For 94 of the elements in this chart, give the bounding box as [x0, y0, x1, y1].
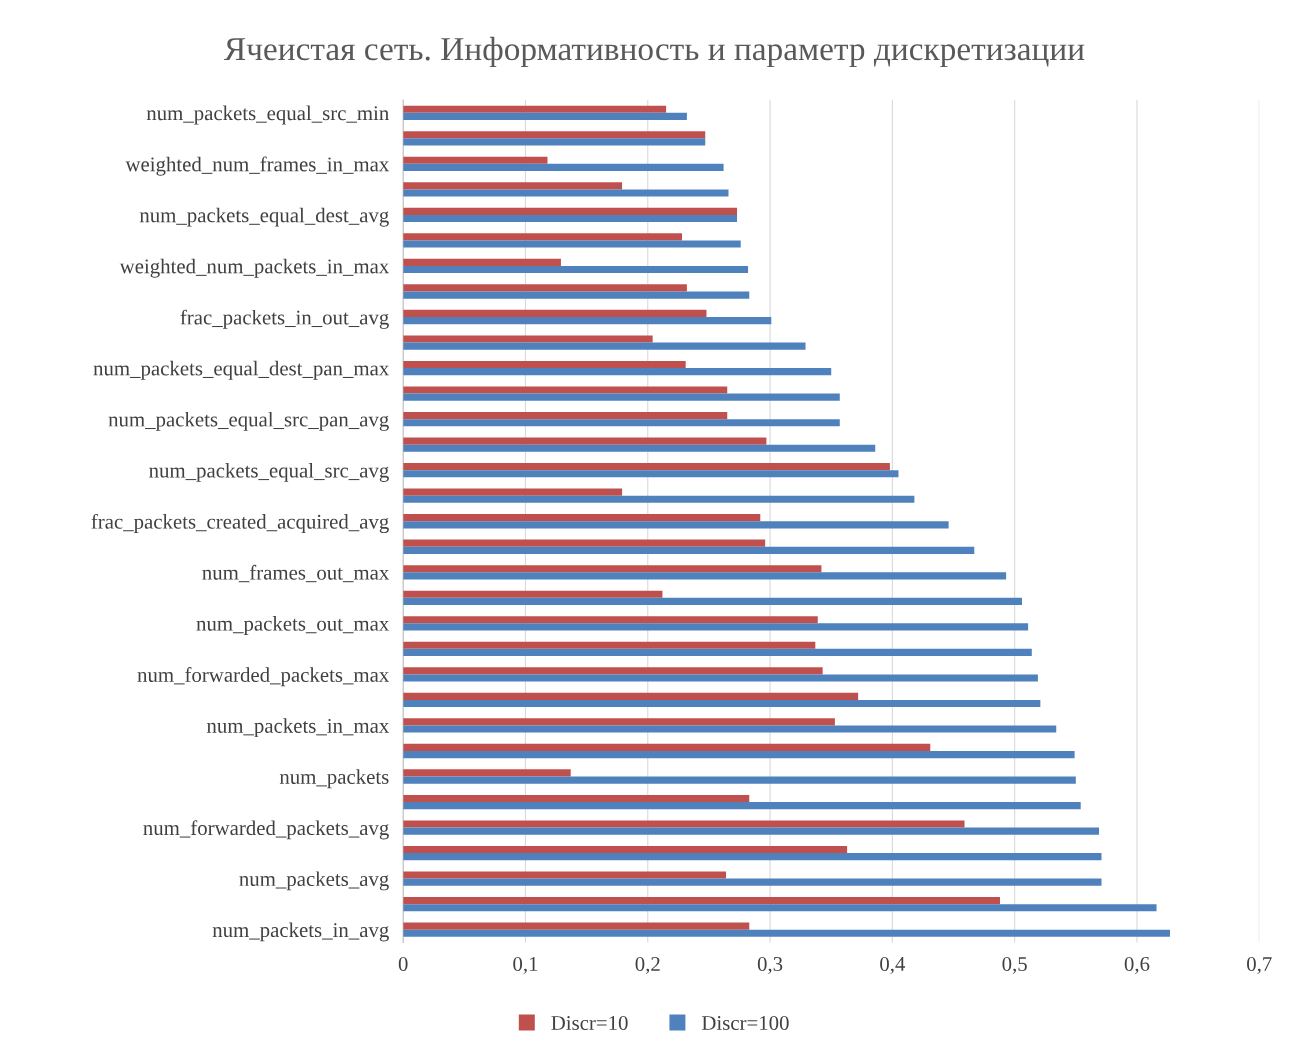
bar: [403, 546, 975, 554]
bar: [403, 386, 728, 394]
bar: [403, 495, 915, 503]
bar: [403, 265, 749, 274]
x-tick-label: 0,7: [1247, 956, 1272, 974]
bar: [403, 929, 1170, 937]
bar: [403, 317, 772, 325]
y-tick-label: weighted_num_frames_in_max: [125, 156, 390, 176]
y-tick-label: num_packets_equal_src_pan_avg: [108, 411, 389, 431]
bar: [403, 112, 687, 120]
y-tick-label: num_packets_in_max: [206, 718, 390, 738]
bar: [403, 623, 1029, 631]
bar: [403, 233, 683, 241]
bar: [403, 853, 1102, 861]
bar: [403, 845, 848, 854]
bar: [403, 904, 1157, 912]
y-tick-label: frac_packets_in_out_avg: [180, 309, 389, 329]
bar: [403, 878, 1102, 886]
bar: [403, 750, 1075, 759]
bar: [403, 521, 949, 529]
y-tick-label: num_forwarded_packets_avg: [143, 820, 389, 840]
bar: [403, 699, 1041, 708]
y-tick-label: num_packets_out_max: [196, 616, 390, 636]
bar: [403, 437, 767, 445]
bar: [403, 769, 571, 777]
bar: [403, 189, 729, 197]
y-tick-label: num_packets_avg: [239, 871, 389, 891]
bar: [403, 641, 816, 649]
bar: [403, 718, 835, 726]
bar: [403, 597, 1022, 605]
y-tick-label: num_packets_equal_src_min: [146, 105, 389, 125]
bar: [403, 616, 818, 624]
y-tick-label: num_packets_in_avg: [212, 922, 389, 942]
bar: [403, 794, 750, 803]
bar: [403, 342, 806, 350]
y-tick-label: num_frames_out_max: [202, 564, 390, 583]
bar: [403, 776, 1076, 784]
x-tick-label: 0,3: [757, 956, 783, 974]
x-tick-label: 0,5: [1002, 956, 1027, 974]
bar: [403, 802, 1081, 810]
bar: [403, 258, 561, 266]
bar: [403, 514, 761, 522]
bar: [403, 368, 832, 376]
bar: [403, 182, 623, 190]
bar: [403, 871, 727, 879]
bar: [403, 411, 728, 420]
x-tick-label: 0: [398, 956, 408, 971]
bar: [403, 827, 1100, 835]
bar: [403, 488, 623, 496]
bar: [403, 214, 738, 223]
bar: [403, 207, 738, 215]
bar: [403, 240, 741, 248]
bar: [403, 284, 687, 292]
bar: [403, 131, 706, 139]
bar: [403, 565, 822, 573]
bar: [403, 163, 724, 171]
y-tick-label: num_packets: [279, 769, 389, 789]
bar: [403, 667, 823, 675]
bar: [403, 444, 876, 452]
x-tick-label: 0,1: [513, 956, 538, 974]
bar: [403, 138, 706, 146]
bar: [403, 470, 899, 478]
bar: [403, 360, 686, 369]
bar: [403, 674, 1038, 682]
x-tick-label: 0,4: [880, 956, 906, 974]
bar: [403, 539, 766, 547]
bar: [403, 897, 1000, 905]
bar: [403, 743, 931, 751]
bar: [403, 463, 890, 471]
bar: [403, 309, 707, 318]
x-tick-label: 0,2: [635, 956, 660, 974]
bar: [403, 291, 750, 299]
chart-title: Ячеистая сеть. Информативность и параметр дискретизации: [224, 36, 1085, 68]
bar: [403, 105, 667, 113]
y-tick-label: weighted_num_packets_in_max: [119, 258, 390, 278]
bar: [403, 335, 653, 343]
y-tick-label: frac_packets_created_acquired_avg: [91, 513, 389, 534]
legend-label: Discr=100: [701, 1015, 789, 1031]
y-tick-label: num_forwarded_packets_max: [137, 667, 390, 687]
bar: [403, 648, 1032, 657]
bar: [403, 572, 1007, 580]
y-tick-label: num_packets_equal_dest_avg: [139, 207, 389, 227]
bar: [403, 393, 840, 401]
bar: [403, 820, 965, 828]
legend-label: Discr=10: [551, 1015, 628, 1031]
y-tick-label: num_packets_equal_dest_pan_max: [93, 360, 390, 380]
bar: [403, 156, 548, 164]
bar: [403, 922, 750, 930]
bar: [403, 590, 663, 598]
x-tick-label: 0,6: [1124, 956, 1150, 974]
bar: [403, 419, 840, 427]
bar: [403, 725, 1057, 733]
bar: [403, 692, 859, 700]
y-tick-label: num_packets_equal_src_avg: [149, 462, 389, 482]
